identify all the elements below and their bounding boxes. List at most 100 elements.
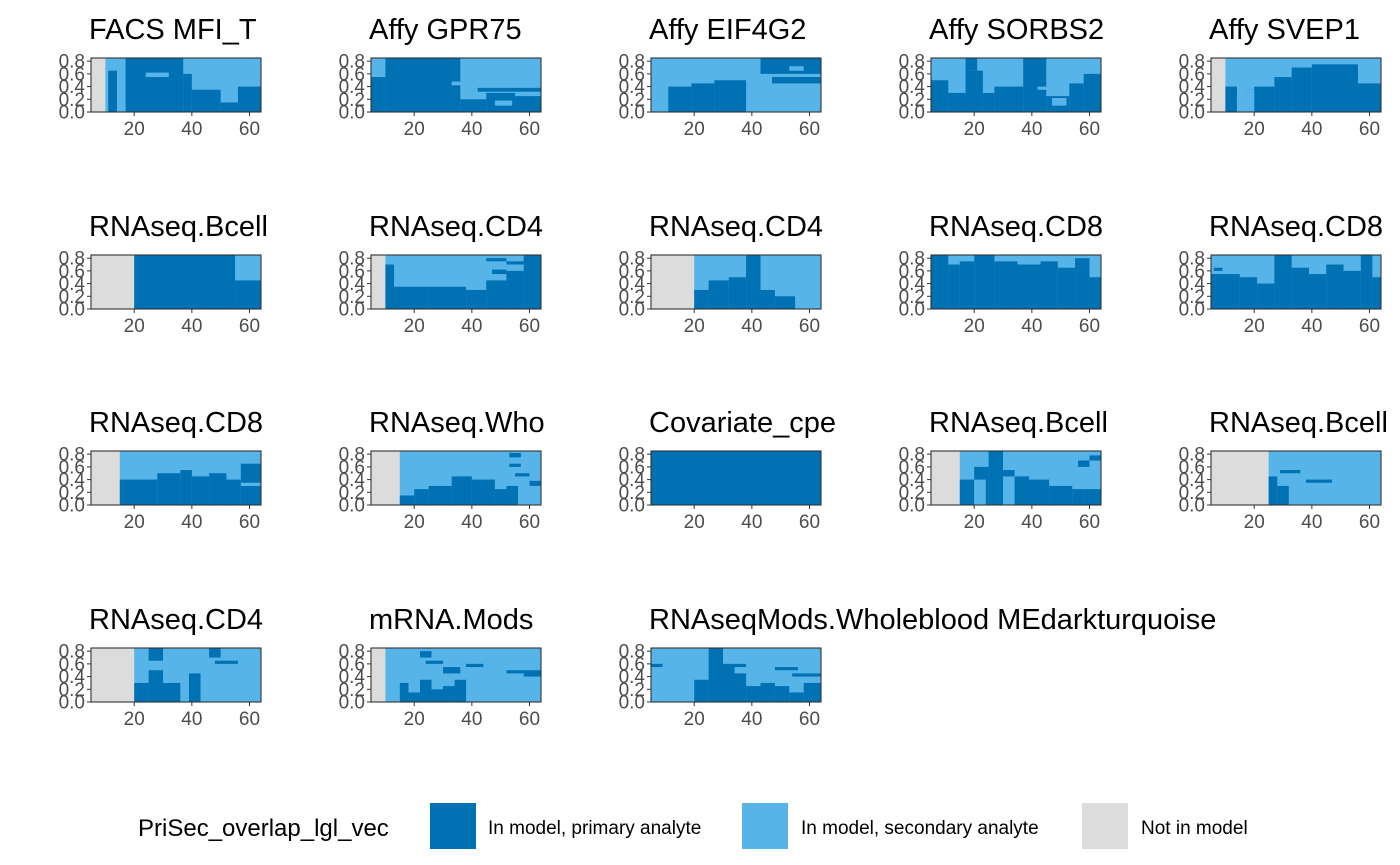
facet-panel: RNAseq.CD8 0.00.20.40.60.8 20 40 60 bbox=[1179, 211, 1383, 337]
y-tick-label: 0.6 bbox=[59, 261, 85, 282]
heatmap-tile-primary bbox=[994, 261, 1018, 309]
y-tick-label: 0.6 bbox=[59, 654, 85, 675]
heatmap-tile-primary bbox=[125, 58, 184, 112]
y-tick-label: 0.2 bbox=[619, 287, 645, 308]
heatmap-tile-primary bbox=[515, 96, 541, 112]
x-tick-label: 40 bbox=[741, 316, 762, 337]
heatmap-tile-not-in-model bbox=[91, 255, 135, 309]
panel-title: RNAseq.Bcell bbox=[929, 407, 1108, 439]
y-tick-label: 0.8 bbox=[619, 642, 645, 663]
y-tick-label: 0.8 bbox=[619, 445, 645, 466]
facet-panel: Affy GPR75 0.00.20.40.60.8 20 40 60 bbox=[339, 14, 542, 140]
y-tick-label: 0.6 bbox=[899, 261, 925, 282]
panel-title: RNAseq.CD8 bbox=[929, 211, 1103, 243]
panel-border bbox=[1210, 57, 1382, 113]
x-tick-label: 40 bbox=[461, 119, 482, 140]
y-tick-label: 0.6 bbox=[1179, 64, 1205, 85]
panel-border bbox=[370, 57, 542, 113]
y-tick-label: 0.4 bbox=[619, 470, 646, 491]
heatmap-tile-secondary bbox=[451, 81, 464, 86]
heatmap-tile-primary bbox=[1280, 470, 1301, 474]
heatmap-tile-primary bbox=[399, 495, 415, 505]
x-tick-label: 60 bbox=[1359, 119, 1380, 140]
heatmap-tile-primary bbox=[486, 258, 507, 262]
heatmap-tile-primary bbox=[163, 682, 181, 702]
heatmap-tile-primary bbox=[959, 479, 975, 505]
x-tick-label: 20 bbox=[964, 512, 985, 533]
facet-panel: Affy EIF4G2 0.00.20.40.60.8 20 40 60 bbox=[619, 14, 822, 140]
y-tick-label: 0.8 bbox=[619, 249, 645, 270]
heatmap-tile-not-in-model bbox=[91, 58, 106, 112]
heatmap-tile-primary bbox=[931, 80, 949, 112]
y-tick-label: 0.0 bbox=[59, 496, 85, 517]
legend-swatch-not bbox=[1082, 803, 1128, 849]
panel-border bbox=[650, 254, 822, 310]
y-tick-label: 0.0 bbox=[339, 496, 365, 517]
heatmap-tile-primary bbox=[183, 73, 192, 112]
panel-title: RNAseq.Who bbox=[369, 407, 545, 439]
x-tick-label: 60 bbox=[1079, 316, 1100, 337]
x-tick-label: 40 bbox=[181, 316, 202, 337]
heatmap-tile-primary bbox=[419, 651, 432, 658]
heatmap-tile-primary bbox=[419, 679, 432, 702]
x-tick-label: 40 bbox=[1021, 119, 1042, 140]
y-tick-label: 0.8 bbox=[1179, 52, 1205, 73]
heatmap-tile-primary bbox=[1040, 261, 1058, 309]
y-tick-label: 0.2 bbox=[339, 287, 365, 308]
heatmap-tile-primary bbox=[792, 673, 821, 677]
heatmap-tile-primary bbox=[1211, 274, 1240, 309]
heatmap-tile-primary bbox=[408, 692, 420, 702]
heatmap-tile-primary bbox=[394, 286, 429, 309]
panel-title: Affy SORBS2 bbox=[929, 14, 1104, 46]
y-tick-label: 0.0 bbox=[899, 496, 925, 517]
x-tick-label: 20 bbox=[404, 119, 425, 140]
y-tick-label: 0.8 bbox=[59, 642, 85, 663]
panel-border bbox=[930, 57, 1102, 113]
y-tick-label: 0.4 bbox=[899, 274, 926, 295]
x-tick-label: 40 bbox=[1301, 119, 1322, 140]
panel-border bbox=[930, 254, 1102, 310]
heatmap-tile-primary bbox=[959, 261, 975, 309]
y-tick-label: 0.8 bbox=[59, 249, 85, 270]
y-tick-label: 0.0 bbox=[339, 300, 365, 321]
heatmap-tile-not-in-model bbox=[91, 648, 135, 702]
y-tick-label: 0.0 bbox=[619, 693, 645, 714]
heatmap-tile-primary bbox=[1306, 479, 1333, 483]
heatmap-tile-primary bbox=[371, 77, 386, 112]
panel-border bbox=[650, 647, 822, 703]
heatmap-tile-primary bbox=[451, 476, 472, 505]
y-tick-label: 0.4 bbox=[899, 470, 926, 491]
heatmap-tile-primary bbox=[134, 255, 236, 309]
heatmap-tile-primary bbox=[1017, 264, 1041, 309]
heatmap-tile-primary bbox=[506, 270, 524, 309]
heatmap-tile-primary bbox=[1023, 482, 1032, 505]
facet-panel: RNAseq.CD4 0.00.20.40.60.8 20 40 60 bbox=[59, 604, 263, 730]
y-tick-label: 0.4 bbox=[339, 77, 366, 98]
heatmap-tile-not-in-model bbox=[931, 451, 960, 505]
x-tick-label: 60 bbox=[799, 709, 820, 730]
panel-tiles bbox=[1211, 255, 1381, 309]
y-tick-label: 0.2 bbox=[1179, 287, 1205, 308]
panel-border bbox=[650, 450, 822, 506]
heatmap-tile-primary bbox=[708, 280, 729, 309]
heatmap-tile-primary bbox=[466, 289, 487, 309]
heatmap-tile-primary bbox=[1357, 83, 1381, 112]
y-tick-label: 0.8 bbox=[899, 445, 925, 466]
y-tick-label: 0.2 bbox=[59, 483, 85, 504]
panel-title: RNAseq.Bcell bbox=[89, 211, 268, 243]
y-tick-label: 0.4 bbox=[59, 77, 86, 98]
heatmap-tile-primary bbox=[1072, 489, 1084, 505]
panel-border bbox=[370, 254, 542, 310]
heatmap-tile-primary bbox=[988, 451, 1004, 505]
facet-panel: RNAseq.CD4 0.00.20.40.60.8 20 40 60 bbox=[339, 211, 543, 337]
panel-title: RNAseqMods.Wholeblood MEdarkturquoise bbox=[649, 604, 1216, 636]
x-tick-label: 60 bbox=[519, 119, 540, 140]
panel-title: RNAseq.CD8 bbox=[1209, 211, 1383, 243]
heatmap-tile-primary bbox=[1311, 64, 1333, 112]
x-tick-label: 20 bbox=[684, 316, 705, 337]
x-tick-label: 40 bbox=[741, 512, 762, 533]
heatmap-tile-primary bbox=[1268, 476, 1278, 505]
x-tick-label: 60 bbox=[239, 316, 260, 337]
heatmap-tile-not-in-model bbox=[1211, 451, 1269, 505]
